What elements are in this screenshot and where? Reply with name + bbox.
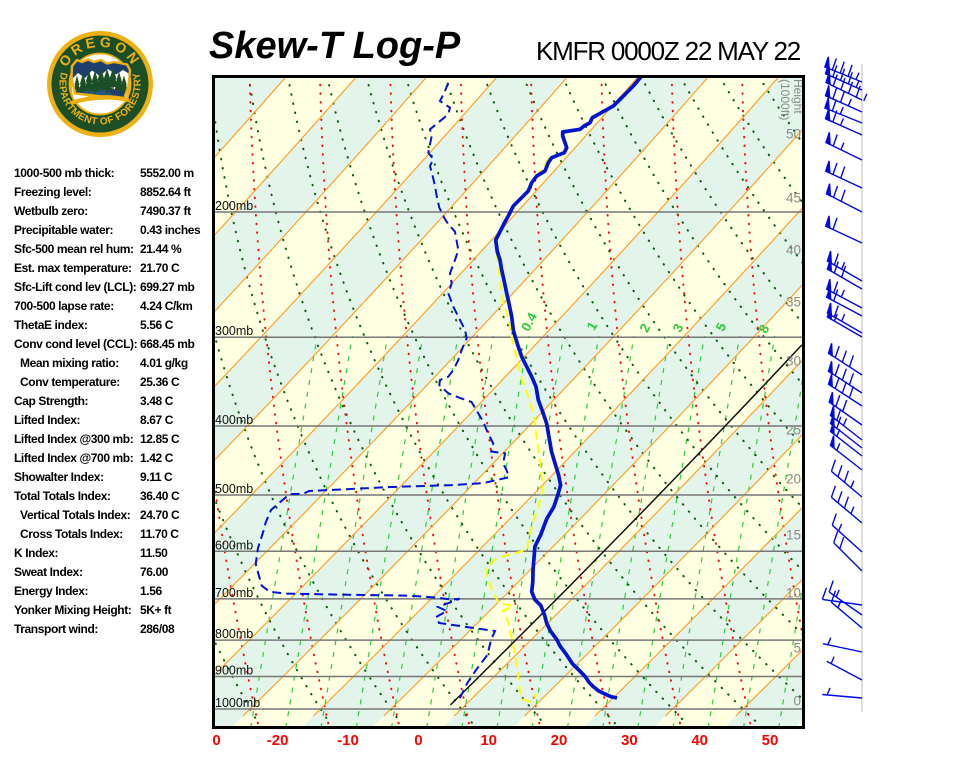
svg-text:5: 5: [793, 641, 801, 656]
svg-text:200mb: 200mb: [215, 199, 253, 213]
svg-text:1000mb: 1000mb: [215, 696, 260, 710]
svg-text:30: 30: [786, 354, 801, 369]
svg-text:300mb: 300mb: [215, 324, 253, 338]
svg-text:0: 0: [793, 694, 801, 709]
svg-text:50: 50: [786, 127, 801, 142]
svg-text:500mb: 500mb: [215, 482, 253, 496]
svg-text:600mb: 600mb: [215, 538, 253, 552]
svg-text:10: 10: [786, 586, 801, 601]
svg-text:20: 20: [786, 472, 801, 487]
svg-text:Height: Height: [791, 79, 805, 114]
svg-text:800mb: 800mb: [215, 627, 253, 641]
svg-text:35: 35: [786, 295, 801, 310]
svg-text:40: 40: [786, 243, 801, 258]
svg-text:(1000ft): (1000ft): [778, 79, 792, 120]
svg-text:45: 45: [786, 191, 801, 206]
svg-text:700mb: 700mb: [215, 586, 253, 600]
svg-text:15: 15: [786, 528, 801, 543]
svg-text:900mb: 900mb: [215, 664, 253, 678]
svg-text:400mb: 400mb: [215, 413, 253, 427]
svg-text:25: 25: [786, 423, 801, 438]
